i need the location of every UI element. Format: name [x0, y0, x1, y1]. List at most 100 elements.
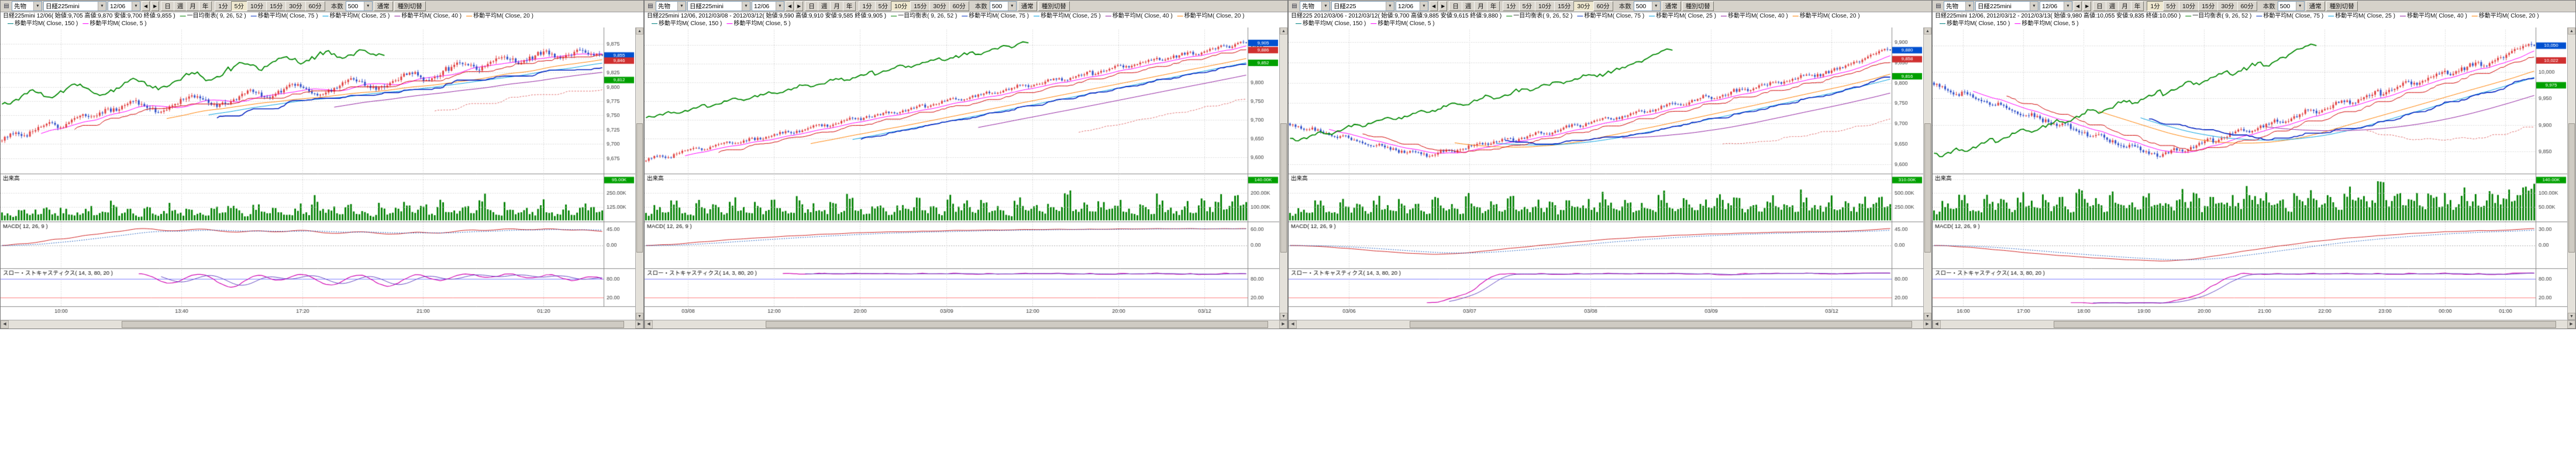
interval-button-3[interactable]: 15分: [2198, 1, 2219, 11]
scroll-left-icon[interactable]: ◀: [1933, 320, 1941, 329]
scroll-down-icon[interactable]: ▼: [1924, 313, 1931, 320]
period-button-1[interactable]: 週: [817, 1, 831, 11]
prev-contract-button[interactable]: ◀: [1430, 1, 1438, 11]
scroll-down-icon[interactable]: ▼: [636, 313, 643, 320]
horizontal-scroll-thumb[interactable]: [2053, 321, 2556, 328]
horizontal-scroll-thumb[interactable]: [121, 321, 624, 328]
interval-button-1[interactable]: 5分: [874, 1, 891, 11]
scroll-up-icon[interactable]: ▲: [636, 27, 643, 34]
interval-button-2[interactable]: 10分: [1535, 1, 1555, 11]
scroll-down-icon[interactable]: ▼: [1280, 313, 1287, 320]
normal-mode-button[interactable]: 通常: [2305, 1, 2325, 11]
vertical-scroll-track[interactable]: [2568, 34, 2575, 313]
bars-count-select[interactable]: 500 ▼: [345, 1, 373, 11]
scroll-left-icon[interactable]: ◀: [1289, 320, 1297, 329]
instrument-select[interactable]: 日経225mini ▼: [687, 1, 750, 11]
scroll-up-icon[interactable]: ▲: [1280, 27, 1287, 34]
horizontal-scroll-thumb[interactable]: [1409, 321, 1912, 328]
instrument-select[interactable]: 日経225mini ▼: [1975, 1, 2038, 11]
contract-month-select[interactable]: 12/06 ▼: [108, 1, 140, 11]
interval-button-0[interactable]: 1分: [215, 1, 232, 11]
horizontal-scrollbar[interactable]: ◀ ▶: [1289, 320, 1931, 329]
vertical-scroll-track[interactable]: [1924, 34, 1931, 313]
period-button-2[interactable]: 月: [830, 1, 843, 11]
vertical-scroll-track[interactable]: [1280, 34, 1287, 313]
period-button-0[interactable]: 日: [161, 1, 174, 11]
price-chart-canvas[interactable]: [1933, 27, 2567, 320]
market-select[interactable]: 先物 ▼: [1300, 1, 1330, 11]
vertical-scrollbar[interactable]: ▲ ▼: [2567, 27, 2575, 320]
market-select[interactable]: 先物 ▼: [1944, 1, 1974, 11]
period-button-3[interactable]: 年: [198, 1, 212, 11]
scroll-right-icon[interactable]: ▶: [2567, 320, 2575, 329]
interval-button-3[interactable]: 15分: [266, 1, 287, 11]
contract-month-select[interactable]: 12/06 ▼: [2040, 1, 2072, 11]
vertical-scrollbar[interactable]: ▲ ▼: [1279, 27, 1287, 320]
vertical-scrollbar[interactable]: ▲ ▼: [635, 27, 643, 320]
next-contract-button[interactable]: ▶: [1439, 1, 1448, 11]
scroll-right-icon[interactable]: ▶: [1923, 320, 1931, 329]
interval-button-0[interactable]: 1分: [1503, 1, 1520, 11]
contract-month-select[interactable]: 12/06 ▼: [1396, 1, 1428, 11]
interval-button-4[interactable]: 30分: [285, 1, 306, 11]
bars-count-select[interactable]: 500 ▼: [2277, 1, 2305, 11]
interval-button-4[interactable]: 30分: [1573, 1, 1594, 11]
prev-contract-button[interactable]: ◀: [2074, 1, 2082, 11]
next-contract-button[interactable]: ▶: [151, 1, 160, 11]
horizontal-scrollbar[interactable]: ◀ ▶: [1933, 320, 2575, 329]
interval-button-3[interactable]: 15分: [1554, 1, 1575, 11]
scroll-down-icon[interactable]: ▼: [2568, 313, 2575, 320]
next-contract-button[interactable]: ▶: [795, 1, 804, 11]
instrument-select[interactable]: 日経225 ▼: [1331, 1, 1394, 11]
horizontal-scroll-track[interactable]: [9, 320, 635, 329]
interval-button-4[interactable]: 30分: [929, 1, 950, 11]
interval-button-5[interactable]: 60分: [305, 1, 325, 11]
price-chart-canvas[interactable]: [1, 27, 635, 320]
interval-button-5[interactable]: 60分: [949, 1, 969, 11]
period-button-0[interactable]: 日: [805, 1, 818, 11]
scroll-right-icon[interactable]: ▶: [635, 320, 643, 329]
interval-button-4[interactable]: 30分: [2217, 1, 2238, 11]
type-toggle-button[interactable]: 種別切替: [1038, 1, 1070, 11]
next-contract-button[interactable]: ▶: [2083, 1, 2092, 11]
period-button-2[interactable]: 月: [2118, 1, 2131, 11]
horizontal-scroll-track[interactable]: [1941, 320, 2567, 329]
normal-mode-button[interactable]: 通常: [1661, 1, 1681, 11]
instrument-select[interactable]: 日経225mini ▼: [43, 1, 106, 11]
scroll-left-icon[interactable]: ◀: [1, 320, 9, 329]
interval-button-5[interactable]: 60分: [1593, 1, 1613, 11]
scroll-right-icon[interactable]: ▶: [1279, 320, 1287, 329]
interval-button-3[interactable]: 15分: [910, 1, 931, 11]
market-select[interactable]: 先物 ▼: [12, 1, 42, 11]
scroll-up-icon[interactable]: ▲: [2568, 27, 2575, 34]
type-toggle-button[interactable]: 種別切替: [1682, 1, 1714, 11]
price-chart-canvas[interactable]: [1289, 27, 1923, 320]
bars-count-select[interactable]: 500 ▼: [989, 1, 1017, 11]
period-button-2[interactable]: 月: [186, 1, 199, 11]
normal-mode-button[interactable]: 通常: [373, 1, 393, 11]
period-button-0[interactable]: 日: [2093, 1, 2106, 11]
horizontal-scroll-track[interactable]: [653, 320, 1279, 329]
interval-button-1[interactable]: 5分: [1518, 1, 1535, 11]
vertical-scroll-thumb[interactable]: [2568, 123, 2575, 253]
horizontal-scroll-thumb[interactable]: [765, 321, 1268, 328]
type-toggle-button[interactable]: 種別切替: [2326, 1, 2358, 11]
vertical-scroll-thumb[interactable]: [636, 123, 643, 253]
interval-button-5[interactable]: 60分: [2237, 1, 2257, 11]
interval-button-0[interactable]: 1分: [859, 1, 876, 11]
normal-mode-button[interactable]: 通常: [1017, 1, 1037, 11]
period-button-3[interactable]: 年: [2130, 1, 2144, 11]
interval-button-2[interactable]: 10分: [891, 1, 911, 11]
period-button-1[interactable]: 週: [1461, 1, 1475, 11]
vertical-scroll-thumb[interactable]: [1280, 123, 1287, 253]
scroll-up-icon[interactable]: ▲: [1924, 27, 1931, 34]
interval-button-1[interactable]: 5分: [2162, 1, 2179, 11]
vertical-scroll-thumb[interactable]: [1924, 123, 1931, 253]
period-button-3[interactable]: 年: [842, 1, 856, 11]
period-button-1[interactable]: 週: [173, 1, 187, 11]
market-select[interactable]: 先物 ▼: [656, 1, 686, 11]
prev-contract-button[interactable]: ◀: [786, 1, 794, 11]
vertical-scrollbar[interactable]: ▲ ▼: [1923, 27, 1931, 320]
period-button-3[interactable]: 年: [1486, 1, 1500, 11]
contract-month-select[interactable]: 12/06 ▼: [752, 1, 784, 11]
